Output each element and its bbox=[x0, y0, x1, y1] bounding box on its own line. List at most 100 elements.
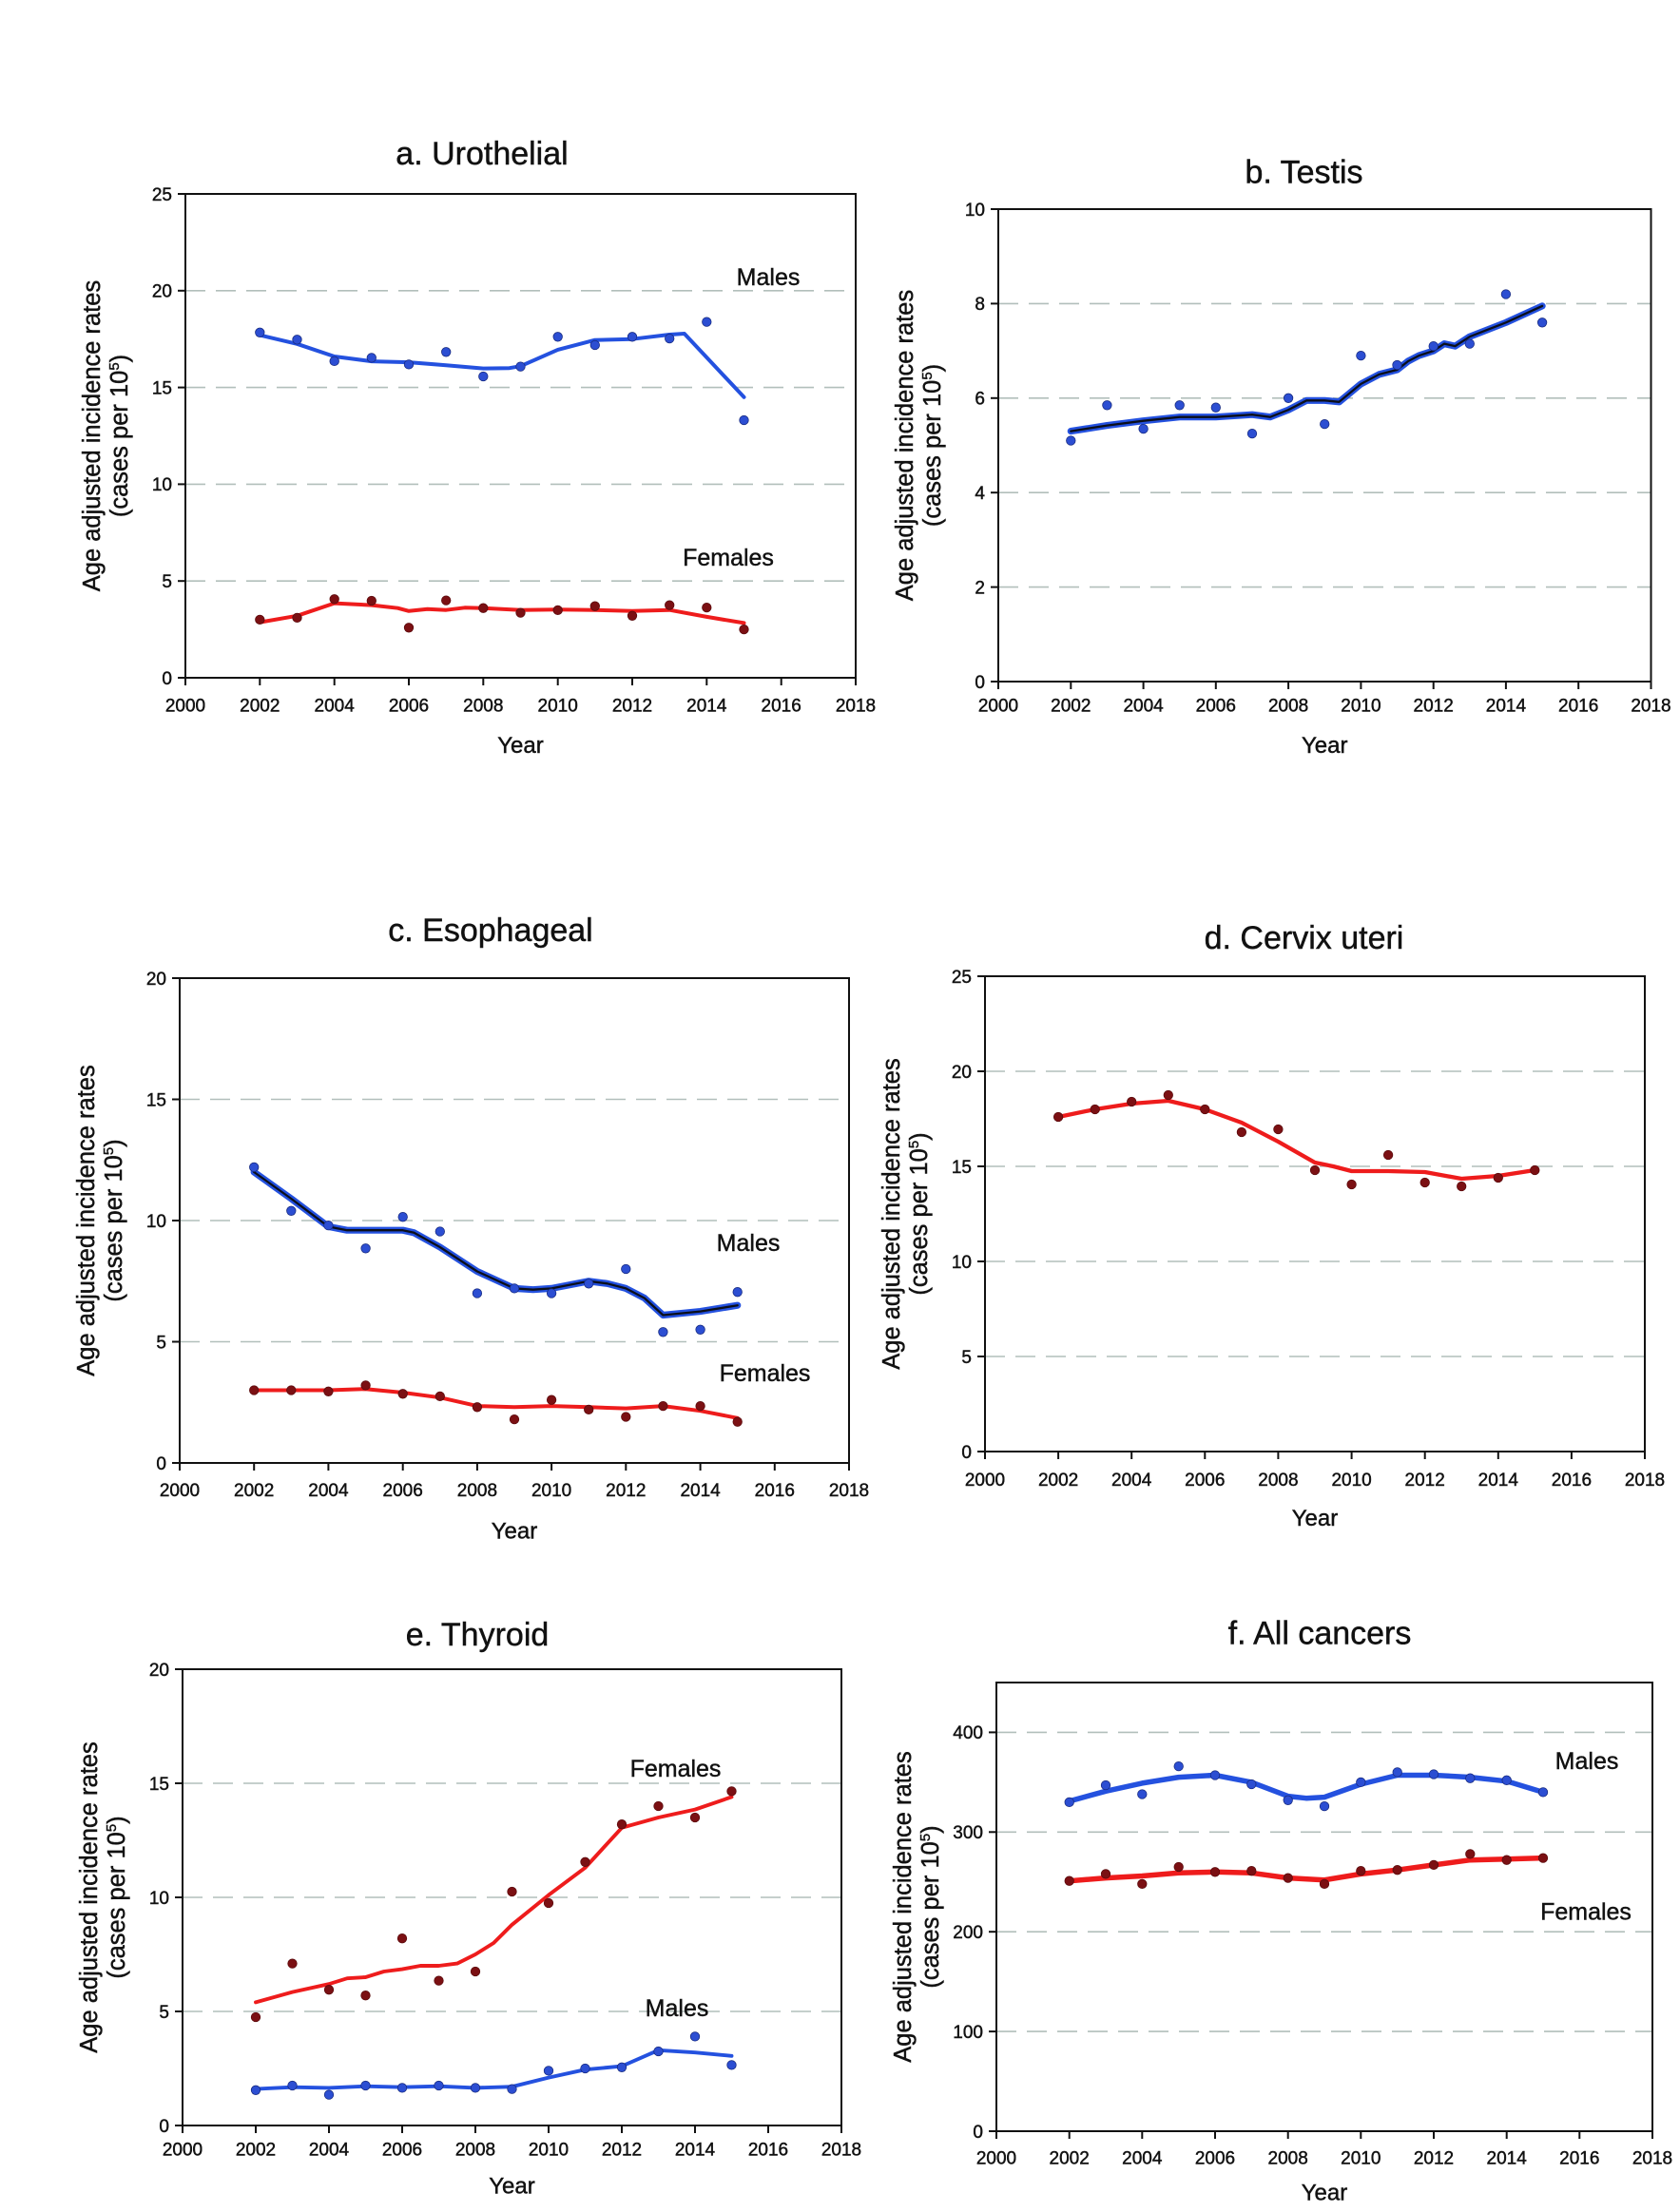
svg-text:2012: 2012 bbox=[1405, 1471, 1445, 1491]
svg-text:2012: 2012 bbox=[606, 1481, 646, 1501]
svg-text:(cases per 105): (cases per 105) bbox=[919, 364, 946, 527]
svg-text:2004: 2004 bbox=[1123, 697, 1164, 717]
svg-text:2004: 2004 bbox=[309, 2141, 350, 2161]
svg-text:2014: 2014 bbox=[680, 1481, 721, 1501]
svg-text:(cases per 105): (cases per 105) bbox=[106, 355, 133, 517]
svg-text:2018: 2018 bbox=[1632, 2149, 1672, 2169]
svg-text:0: 0 bbox=[156, 1454, 166, 1474]
svg-text:2002: 2002 bbox=[1038, 1471, 1078, 1491]
svg-text:2016: 2016 bbox=[755, 1481, 795, 1501]
svg-text:2014: 2014 bbox=[675, 2141, 716, 2161]
svg-text:2000: 2000 bbox=[160, 1481, 200, 1501]
svg-text:2012: 2012 bbox=[612, 697, 652, 717]
svg-text:Age adjusted incidence rates: Age adjusted incidence rates bbox=[892, 290, 918, 601]
svg-text:(cases per 105): (cases per 105) bbox=[104, 1816, 130, 1978]
svg-text:2008: 2008 bbox=[1268, 697, 1308, 717]
svg-text:2008: 2008 bbox=[463, 697, 503, 717]
svg-text:(cases per 105): (cases per 105) bbox=[906, 1132, 933, 1295]
svg-text:a. Urothelial: a. Urothelial bbox=[396, 136, 568, 172]
svg-text:(cases per 105): (cases per 105) bbox=[101, 1139, 127, 1301]
svg-text:2016: 2016 bbox=[1552, 1471, 1592, 1491]
svg-text:2004: 2004 bbox=[1122, 2149, 1163, 2169]
svg-text:2006: 2006 bbox=[1196, 697, 1236, 717]
svg-text:Year: Year bbox=[489, 2174, 535, 2200]
svg-text:10: 10 bbox=[952, 1253, 972, 1273]
svg-text:2000: 2000 bbox=[978, 697, 1018, 717]
svg-text:2016: 2016 bbox=[748, 2141, 788, 2161]
svg-text:20: 20 bbox=[149, 1661, 169, 1681]
svg-text:4: 4 bbox=[975, 484, 985, 504]
svg-text:2002: 2002 bbox=[236, 2141, 276, 2161]
svg-text:Year: Year bbox=[1302, 733, 1348, 759]
svg-text:5: 5 bbox=[961, 1348, 972, 1368]
svg-text:c. Esophageal: c. Esophageal bbox=[388, 913, 593, 949]
svg-text:2004: 2004 bbox=[308, 1481, 349, 1501]
svg-text:2016: 2016 bbox=[1559, 2149, 1599, 2169]
svg-text:2014: 2014 bbox=[1478, 1471, 1519, 1491]
svg-text:5: 5 bbox=[156, 1333, 166, 1353]
svg-text:Age adjusted incidence rates: Age adjusted incidence rates bbox=[79, 280, 106, 591]
svg-text:b. Testis: b. Testis bbox=[1245, 155, 1362, 191]
svg-text:0: 0 bbox=[961, 1443, 972, 1463]
svg-text:2014: 2014 bbox=[686, 697, 727, 717]
svg-text:100: 100 bbox=[953, 2023, 983, 2043]
svg-text:6: 6 bbox=[975, 390, 985, 410]
svg-text:Year: Year bbox=[1292, 1506, 1339, 1531]
svg-text:2002: 2002 bbox=[1050, 2149, 1090, 2169]
svg-text:Females: Females bbox=[1540, 1899, 1632, 1926]
svg-text:5: 5 bbox=[162, 572, 172, 592]
svg-text:2000: 2000 bbox=[163, 2141, 203, 2161]
svg-text:2014: 2014 bbox=[1487, 2149, 1528, 2169]
svg-text:Males: Males bbox=[1555, 1748, 1619, 1775]
svg-text:15: 15 bbox=[952, 1158, 972, 1178]
svg-text:2004: 2004 bbox=[315, 697, 356, 717]
svg-text:2006: 2006 bbox=[389, 697, 429, 717]
svg-text:2018: 2018 bbox=[836, 697, 876, 717]
svg-text:15: 15 bbox=[152, 378, 172, 398]
svg-text:200: 200 bbox=[953, 1923, 983, 1943]
svg-text:10: 10 bbox=[149, 1889, 169, 1909]
svg-text:5: 5 bbox=[159, 2003, 169, 2023]
svg-text:25: 25 bbox=[952, 968, 972, 988]
svg-text:Year: Year bbox=[1302, 2181, 1348, 2206]
svg-text:(cases per 105): (cases per 105) bbox=[917, 1825, 944, 1988]
svg-text:2002: 2002 bbox=[234, 1481, 274, 1501]
svg-text:300: 300 bbox=[953, 1823, 983, 1843]
svg-text:0: 0 bbox=[162, 669, 172, 689]
svg-text:20: 20 bbox=[152, 282, 172, 302]
svg-text:2018: 2018 bbox=[821, 2141, 861, 2161]
svg-text:2006: 2006 bbox=[382, 2141, 422, 2161]
svg-text:2016: 2016 bbox=[1558, 697, 1598, 717]
svg-text:15: 15 bbox=[149, 1775, 169, 1795]
svg-text:f. All cancers: f. All cancers bbox=[1228, 1616, 1412, 1652]
svg-text:2010: 2010 bbox=[529, 2141, 569, 2161]
svg-text:d. Cervix uteri: d. Cervix uteri bbox=[1205, 920, 1404, 956]
svg-text:2000: 2000 bbox=[165, 697, 205, 717]
svg-text:2008: 2008 bbox=[455, 2141, 495, 2161]
svg-text:8: 8 bbox=[975, 295, 985, 315]
svg-text:2018: 2018 bbox=[1631, 697, 1670, 717]
svg-text:2012: 2012 bbox=[1414, 2149, 1454, 2169]
svg-text:2000: 2000 bbox=[976, 2149, 1016, 2169]
svg-text:Females: Females bbox=[630, 1756, 722, 1782]
svg-text:Age adjusted incidence rates: Age adjusted incidence rates bbox=[890, 1751, 917, 2062]
svg-text:2010: 2010 bbox=[1341, 2149, 1381, 2169]
svg-text:2006: 2006 bbox=[383, 1481, 423, 1501]
svg-text:2006: 2006 bbox=[1185, 1471, 1225, 1491]
svg-text:e. Thyroid: e. Thyroid bbox=[406, 1617, 550, 1653]
svg-text:2012: 2012 bbox=[602, 2141, 642, 2161]
svg-text:20: 20 bbox=[146, 970, 166, 990]
svg-text:10: 10 bbox=[965, 201, 985, 221]
svg-text:400: 400 bbox=[953, 1723, 983, 1743]
svg-text:10: 10 bbox=[146, 1212, 166, 1232]
svg-text:Age adjusted incidence rates: Age adjusted incidence rates bbox=[76, 1741, 103, 2052]
svg-text:2008: 2008 bbox=[1258, 1471, 1298, 1491]
svg-text:Year: Year bbox=[497, 733, 544, 759]
svg-text:2004: 2004 bbox=[1111, 1471, 1152, 1491]
svg-text:Age adjusted incidence rates: Age adjusted incidence rates bbox=[879, 1058, 905, 1369]
svg-text:0: 0 bbox=[159, 2117, 169, 2137]
svg-text:2016: 2016 bbox=[762, 697, 801, 717]
svg-text:Males: Males bbox=[646, 1995, 709, 2022]
svg-text:2008: 2008 bbox=[1268, 2149, 1308, 2169]
svg-text:2002: 2002 bbox=[240, 697, 280, 717]
